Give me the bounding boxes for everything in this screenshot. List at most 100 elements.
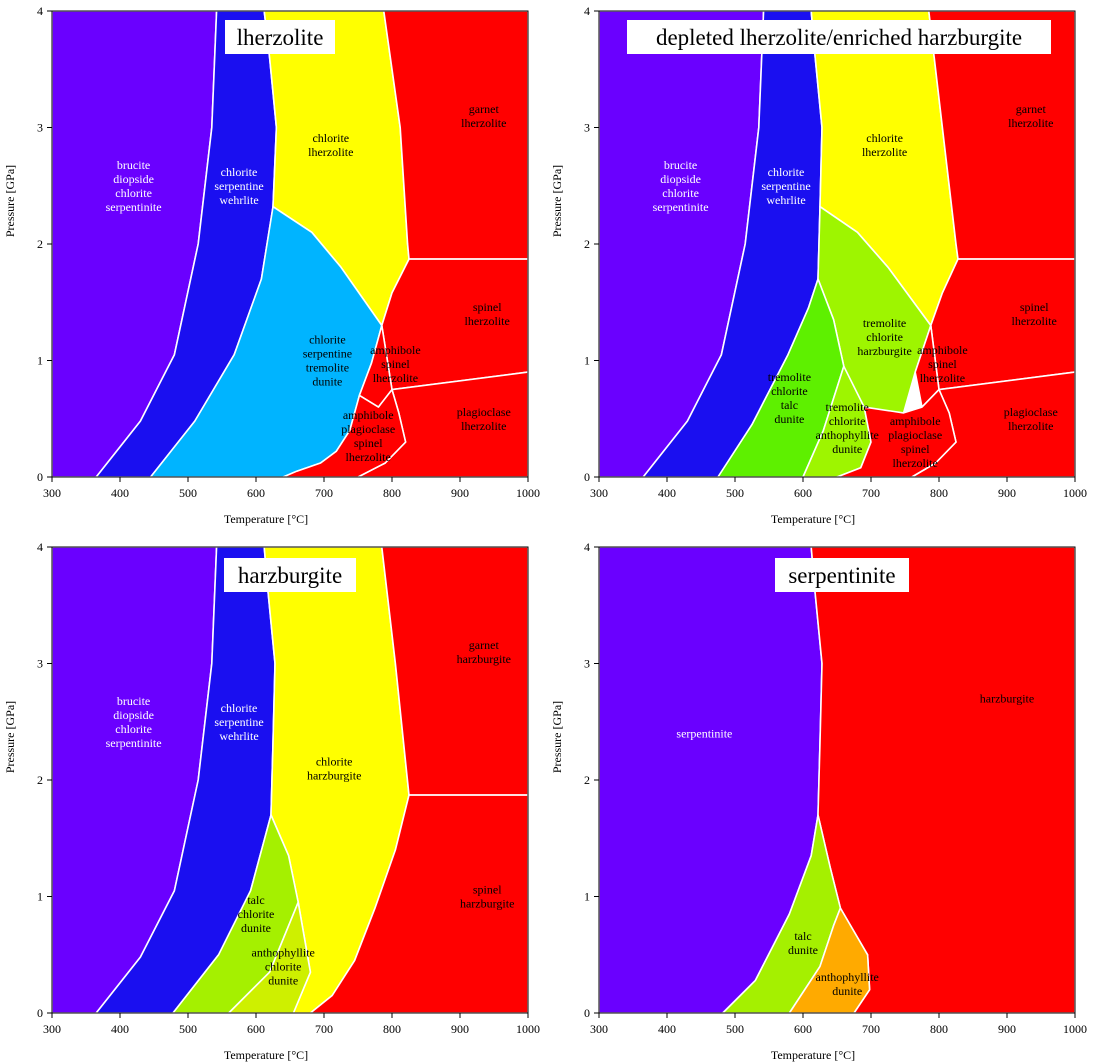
panel-title-box (775, 558, 909, 592)
x-tick-label: 800 (383, 486, 401, 500)
field-label-chlorite-lherzolite: chlorite lherzolite (862, 131, 907, 159)
y-tick-label: 4 (584, 4, 590, 18)
field-label-amphibole-spinel-lherzolite: amphibole spinel lherzolite (917, 343, 968, 385)
y-axis-title: Pressure [GPa] (550, 165, 564, 237)
field-label-tremolite-chlorite-harzburgite: tremolite chlorite harzburgite (857, 316, 911, 358)
x-tick-label: 700 (862, 486, 880, 500)
x-tick-label: 400 (111, 1022, 129, 1036)
field-label-chlorite-serpentine-wehrlite: chlorite serpentine wehrlite (214, 701, 263, 743)
y-tick-label: 4 (37, 540, 43, 554)
x-tick-label: 500 (726, 1022, 744, 1036)
x-tick-label: 500 (179, 1022, 197, 1036)
panel-title: depleted lherzolite/enriched harzburgite (656, 25, 1022, 50)
y-tick-label: 3 (37, 121, 43, 135)
x-tick-label: 300 (590, 1022, 608, 1036)
x-tick-label: 700 (315, 1022, 333, 1036)
y-tick-label: 3 (584, 657, 590, 671)
x-tick-label: 600 (794, 486, 812, 500)
field-label-amphibole-spinel-lherzolite: amphibole spinel lherzolite (370, 343, 421, 385)
field-label-serpentinite: serpentinite (676, 726, 732, 740)
field-label-brucite-diopside-chlorite-serpentinite: brucite diopside chlorite serpentinite (106, 158, 162, 214)
panel-title-box (627, 20, 1051, 54)
field-label-plagioclase-lherzolite: plagioclase lherzolite (1004, 405, 1058, 433)
y-axis-title: Pressure [GPa] (3, 701, 17, 773)
x-tick-label: 400 (658, 486, 676, 500)
x-tick-label: 800 (930, 486, 948, 500)
field-label-brucite-diopside-chlorite-serpentinite: brucite diopside chlorite serpentinite (106, 694, 162, 750)
x-tick-label: 500 (726, 486, 744, 500)
x-tick-label: 1000 (516, 1022, 540, 1036)
x-tick-label: 600 (247, 1022, 265, 1036)
y-tick-label: 2 (584, 237, 590, 251)
x-tick-label: 900 (451, 486, 469, 500)
chart-panel-2: brucite diopside chlorite serpentinite chlor… (550, 4, 1087, 526)
x-tick-label: 300 (590, 486, 608, 500)
y-tick-label: 2 (37, 237, 43, 251)
x-tick-label: 1000 (516, 486, 540, 500)
y-tick-label: 1 (37, 890, 43, 904)
field-label-spinel-lherzolite: spinel lherzolite (1012, 300, 1057, 328)
panel-title: serpentinite (788, 563, 895, 588)
field-label-spinel-lherzolite: spinel lherzolite (465, 300, 510, 328)
field-label-garnet-lherzolite: garnet lherzolite (461, 102, 506, 130)
y-tick-label: 0 (584, 1006, 590, 1020)
field-label-anthophyllite-dunite: anthophyllite dunite (816, 970, 879, 998)
panel-title: harzburgite (238, 563, 342, 588)
field-amphibole-plagioclase-spinel-lherzolite (282, 388, 407, 478)
field-garnet-lherzolite (382, 10, 529, 260)
field-label-garnet-harzburgite: garnet harzburgite (457, 638, 511, 666)
y-tick-label: 2 (584, 773, 590, 787)
y-tick-label: 1 (37, 354, 43, 368)
y-axis-title: Pressure [GPa] (3, 165, 17, 237)
y-tick-label: 3 (584, 121, 590, 135)
x-tick-label: 900 (451, 1022, 469, 1036)
field-label-anthophyllite-chlorite-dunite: anthophyllite chlorite dunite (252, 945, 315, 987)
field-label-spinel-harzburgite: spinel harzburgite (460, 883, 514, 911)
y-tick-label: 0 (584, 470, 590, 484)
field-label-chlorite-serpentine-wehrlite: chlorite serpentine wehrlite (761, 165, 810, 207)
x-axis-title: Temperature [°C] (771, 1048, 855, 1062)
field-label-chlorite-serpentine-tremolite-dunite: chlorite serpentine tremolite dunite (303, 333, 352, 389)
x-tick-label: 800 (383, 1022, 401, 1036)
x-tick-label: 1000 (1063, 1022, 1087, 1036)
y-tick-label: 3 (37, 657, 43, 671)
field-label-plagioclase-lherzolite: plagioclase lherzolite (457, 405, 511, 433)
x-axis-title: Temperature [°C] (224, 1048, 308, 1062)
y-tick-label: 0 (37, 470, 43, 484)
field-label-chlorite-harzburgite: chlorite harzburgite (307, 754, 361, 782)
x-tick-label: 300 (43, 1022, 61, 1036)
field-label-harzburgite: harzburgite (980, 692, 1034, 706)
field-label-amphibole-plagioclase-spinel-lherzolite: amphibole plagioclase spinel lherzolite (341, 408, 395, 464)
panel-title: lherzolite (237, 25, 324, 50)
x-tick-label: 900 (998, 1022, 1016, 1036)
field-amphibole-plagioclase-spinel-lherzolite (836, 388, 957, 478)
y-axis-title: Pressure [GPa] (550, 701, 564, 773)
field-label-garnet-lherzolite: garnet lherzolite (1008, 102, 1053, 130)
chart-panel-1: brucite diopside chlorite serpentinite chlor… (3, 4, 540, 526)
chart-panel-3: brucite diopside chlorite serpentinite chlor… (3, 540, 540, 1062)
x-tick-label: 1000 (1063, 486, 1087, 500)
panel-title-box (224, 558, 356, 592)
x-tick-label: 800 (930, 1022, 948, 1036)
field-label-tremolite-chlorite-anthophyllite-dunite: tremolite chlorite anthophyllite dunite (816, 400, 879, 456)
x-axis-title: Temperature [°C] (771, 512, 855, 526)
x-tick-label: 600 (247, 486, 265, 500)
x-tick-label: 600 (794, 1022, 812, 1036)
chart-panel-4: serpentinite harzburgite talc dunite anthoph… (550, 540, 1087, 1062)
y-tick-label: 2 (37, 773, 43, 787)
x-tick-label: 300 (43, 486, 61, 500)
y-tick-label: 0 (37, 1006, 43, 1020)
field-label-talc-chlorite-dunite: talc chlorite dunite (238, 893, 275, 935)
field-anthophyllite-dunite (788, 907, 871, 1014)
field-label-chlorite-lherzolite: chlorite lherzolite (308, 131, 353, 159)
x-tick-label: 700 (862, 1022, 880, 1036)
x-tick-label: 700 (315, 486, 333, 500)
field-label-amphibole-plagioclase-spinel-lherzolite: amphibole plagioclase spinel lherzolite (888, 414, 942, 470)
field-label-tremolite-chlorite-talc-dunite: tremolite chlorite talc dunite (768, 370, 811, 426)
y-tick-label: 1 (584, 354, 590, 368)
x-tick-label: 500 (179, 486, 197, 500)
x-tick-label: 400 (658, 1022, 676, 1036)
x-tick-label: 400 (111, 486, 129, 500)
x-axis-title: Temperature [°C] (224, 512, 308, 526)
